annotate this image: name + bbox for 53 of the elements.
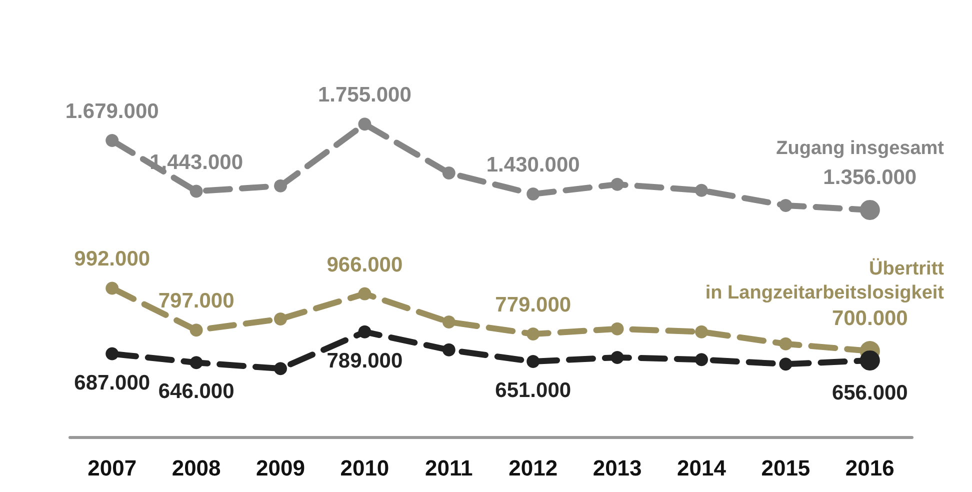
x-tick-label: 2011 bbox=[425, 456, 473, 480]
point bbox=[190, 324, 203, 337]
data-label: 1.679.000 bbox=[65, 100, 159, 124]
point bbox=[610, 178, 624, 191]
data-label: 1.430.000 bbox=[486, 154, 580, 177]
point bbox=[526, 188, 540, 201]
point bbox=[610, 322, 624, 336]
data-label: 1.755.000 bbox=[318, 84, 412, 107]
x-tick-label: 2013 bbox=[592, 456, 642, 480]
data-label: 687.000 bbox=[74, 371, 150, 394]
data-label: 646.000 bbox=[158, 380, 234, 404]
x-tick-label: 2014 bbox=[677, 456, 727, 480]
data-label: 656.000 bbox=[832, 381, 908, 404]
x-tick-label: 2008 bbox=[172, 456, 221, 480]
point bbox=[442, 343, 456, 356]
data-label: 992.000 bbox=[74, 248, 150, 271]
point bbox=[106, 134, 119, 148]
x-tick-label: 2012 bbox=[508, 456, 558, 480]
point bbox=[779, 198, 792, 212]
point bbox=[442, 315, 456, 328]
point bbox=[442, 166, 456, 180]
point bbox=[274, 179, 287, 192]
data-label: 966.000 bbox=[326, 253, 403, 276]
point bbox=[106, 347, 119, 360]
data-label: 797.000 bbox=[158, 290, 234, 313]
x-tick-label: 2016 bbox=[845, 456, 894, 480]
data-label: 1.356.000 bbox=[823, 166, 917, 189]
point bbox=[358, 287, 372, 300]
point bbox=[274, 362, 287, 376]
point bbox=[610, 350, 624, 364]
data-label: 789.000 bbox=[326, 349, 403, 372]
data-label: 651.000 bbox=[495, 379, 572, 402]
x-tick-label: 2009 bbox=[256, 456, 305, 480]
point bbox=[526, 355, 540, 368]
data-label: 700.000 bbox=[832, 307, 908, 330]
point bbox=[695, 353, 708, 366]
point bbox=[190, 184, 203, 198]
point bbox=[695, 184, 708, 197]
point bbox=[274, 312, 287, 326]
point bbox=[358, 325, 372, 338]
data-label: 779.000 bbox=[495, 294, 572, 317]
x-tick-label: 2015 bbox=[761, 456, 810, 480]
text: Zugang insgesamt bbox=[776, 138, 945, 159]
point bbox=[190, 356, 203, 370]
x-tick-label: 2010 bbox=[340, 456, 390, 480]
point bbox=[358, 118, 372, 131]
point bbox=[106, 282, 119, 295]
point bbox=[779, 337, 792, 350]
x-tick-label: 2007 bbox=[88, 456, 137, 480]
point bbox=[779, 358, 792, 371]
series-label: Übertritt in Langzeitarbeitslosigkeit bbox=[705, 257, 945, 304]
point bbox=[526, 328, 540, 341]
point bbox=[695, 325, 708, 338]
